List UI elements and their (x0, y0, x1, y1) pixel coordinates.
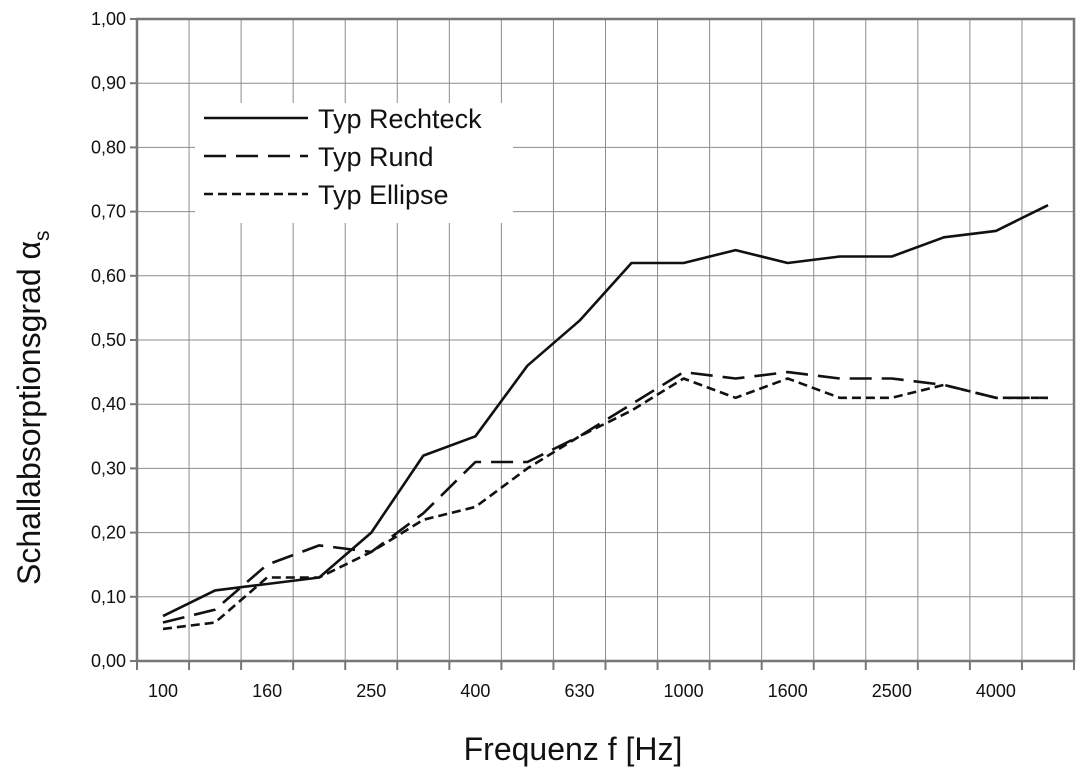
y-tick-label: 0,50 (91, 330, 126, 350)
y-tick-label: 0,40 (91, 394, 126, 414)
legend-label-3: Typ Ellipse (318, 180, 449, 210)
x-tick-label: 160 (252, 681, 282, 701)
series-line-1 (162, 204, 1049, 618)
y-tick-label: 0,20 (91, 523, 126, 543)
y-tick-label: 0,60 (91, 266, 126, 286)
y-axis-title-main: Schallabsorptionsgrad α (11, 241, 47, 585)
x-tick-label: 1600 (768, 681, 808, 701)
legend: Typ Rechteck Typ Rund Typ Ellipse (195, 103, 513, 223)
y-axis-ticks: 0,00 0,10 0,20 0,30 0,40 0,50 0,60 0,70 0,80 0,90… (91, 9, 137, 671)
y-tick-label: 0,00 (91, 651, 126, 671)
x-tick-label: 250 (356, 681, 386, 701)
x-axis-ticks: 100 160 250 400 630 1000 1600 2500 4000 (136, 661, 1075, 701)
x-tick-label: 630 (564, 681, 594, 701)
y-axis-title: Schallabsorptionsgrad αs (11, 230, 54, 585)
y-tick-label: 0,90 (91, 73, 126, 93)
x-tick-label: 4000 (976, 681, 1016, 701)
y-tick-label: 0,10 (91, 587, 126, 607)
x-tick-label: 2500 (872, 681, 912, 701)
x-tick-label: 1000 (664, 681, 704, 701)
y-tick-label: 1,00 (91, 9, 126, 29)
y-tick-label: 0,80 (91, 137, 126, 157)
series-lines (162, 204, 1049, 631)
x-tick-label: 100 (148, 681, 178, 701)
legend-label-2: Typ Rund (318, 142, 434, 172)
x-tick-label: 400 (460, 681, 490, 701)
legend-background (195, 103, 513, 223)
legend-label-1: Typ Rechteck (318, 104, 482, 134)
y-axis-title-subscript: s (31, 230, 54, 241)
y-tick-label: 0,70 (91, 202, 126, 222)
x-axis-title: Frequenz f [Hz] (464, 731, 683, 767)
plot-area-frame (135, 17, 1076, 663)
series-line-2 (162, 370, 1048, 624)
y-tick-label: 0,30 (91, 458, 126, 478)
series-line-3 (162, 377, 1048, 631)
